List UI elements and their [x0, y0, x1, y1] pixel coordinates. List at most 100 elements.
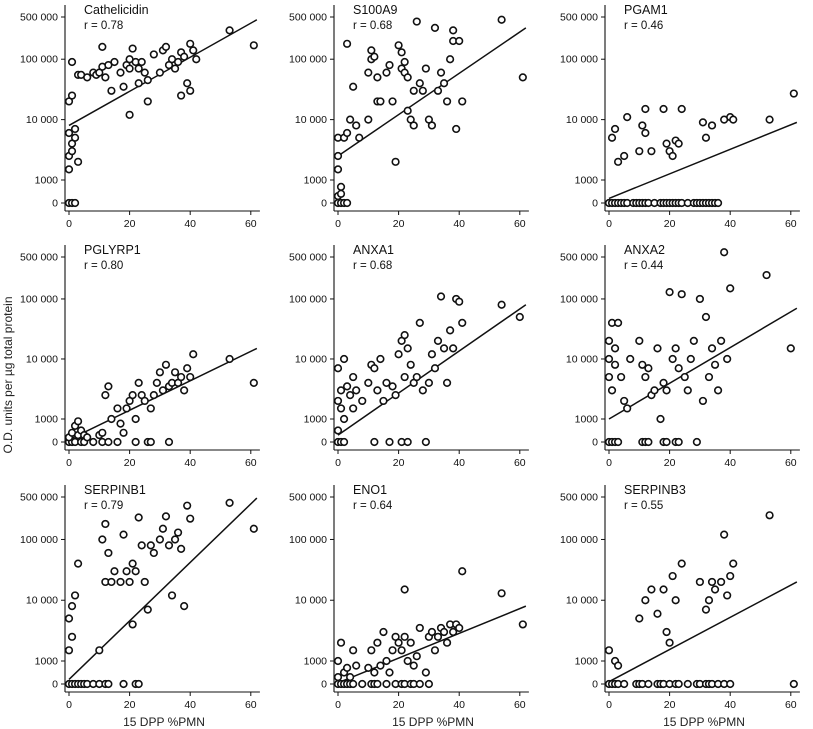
data-point: [364, 378, 373, 387]
data-point: [400, 57, 409, 67]
x-tick-label: 20: [393, 457, 405, 469]
data-point: [346, 115, 355, 124]
data-point: [765, 115, 774, 124]
data-point: [439, 344, 449, 353]
data-point: [455, 36, 464, 46]
data-point: [140, 396, 149, 406]
data-point: [726, 571, 735, 581]
y-tick-label: 1000: [575, 175, 599, 187]
data-point: [155, 535, 164, 544]
data-point: [173, 528, 183, 537]
data-point: [349, 404, 358, 413]
data-point: [442, 97, 452, 106]
data-point: [449, 26, 458, 35]
data-point: [723, 591, 732, 600]
y-tick-label: 500 000: [560, 492, 598, 504]
y-tick-label: 100 000: [560, 293, 598, 305]
data-point: [418, 86, 427, 95]
y-tick-label: 100 000: [20, 54, 58, 66]
y-tick-label: 0: [321, 679, 327, 691]
correlation-label: r = 0.44: [624, 260, 664, 272]
data-point: [412, 372, 421, 382]
data-point: [95, 646, 104, 655]
data-point: [659, 104, 668, 114]
data-point: [635, 147, 644, 156]
data-point: [604, 372, 614, 382]
data-point: [430, 646, 440, 655]
data-point: [146, 404, 155, 413]
data-point: [339, 437, 349, 447]
data-point: [668, 354, 677, 364]
data-point: [720, 248, 729, 257]
data-point: [397, 48, 406, 57]
data-point: [67, 632, 77, 641]
data-point: [421, 437, 430, 447]
data-point: [183, 79, 192, 88]
data-point: [418, 386, 427, 395]
y-tick-label: 100 000: [20, 534, 58, 546]
data-point: [397, 646, 406, 655]
data-point: [717, 336, 726, 346]
data-point: [662, 139, 671, 148]
x-tick-label: 0: [335, 218, 341, 230]
y-tick-label: 10 000: [26, 353, 58, 365]
data-point: [180, 52, 189, 61]
x-tick-label: 40: [184, 218, 196, 230]
data-point: [373, 386, 382, 395]
x-tick-label: 60: [785, 457, 797, 469]
data-point: [155, 368, 164, 377]
data-point: [349, 679, 358, 689]
data-point: [644, 364, 653, 373]
data-point: [170, 64, 180, 73]
data-point: [107, 577, 116, 587]
data-point: [455, 623, 464, 633]
data-point: [149, 391, 158, 400]
data-point: [134, 64, 143, 73]
data-point: [379, 396, 388, 406]
data-point: [458, 567, 467, 576]
data-point: [695, 577, 705, 587]
panel-title: SERPINB1: [84, 483, 146, 497]
data-point: [620, 679, 629, 689]
data-point: [604, 336, 614, 346]
data-point: [189, 350, 198, 359]
data-point: [635, 614, 644, 623]
data-point: [104, 437, 113, 447]
correlation-label: r = 0.78: [84, 20, 123, 32]
panel-cathelicidin: 0 1000 10 000 100 000 500 000 0 20 40 60 Cathelic…: [20, 3, 260, 230]
data-point: [339, 414, 349, 424]
data-point: [107, 414, 116, 424]
data-point: [89, 437, 98, 447]
data-point: [388, 97, 397, 106]
data-point: [415, 623, 424, 633]
data-point: [607, 133, 617, 142]
x-tick-label: 20: [393, 699, 405, 711]
data-point: [225, 498, 234, 507]
data-point: [119, 428, 128, 437]
data-point: [143, 76, 152, 85]
data-point: [225, 26, 234, 35]
data-point: [134, 378, 143, 387]
panel-title: ENO1: [353, 483, 387, 497]
x-tick-label: 40: [184, 699, 196, 711]
data-point: [173, 57, 183, 67]
data-point: [415, 318, 424, 327]
y-tick-label: 0: [321, 198, 327, 210]
data-point: [403, 437, 412, 447]
data-point: [641, 128, 650, 138]
data-point: [427, 350, 437, 359]
regression-line: [337, 27, 527, 157]
data-point: [336, 182, 346, 191]
data-point: [98, 428, 107, 437]
data-point: [104, 382, 113, 391]
data-point: [73, 559, 83, 568]
x-tick-label: 40: [453, 699, 465, 711]
x-tick-label: 0: [66, 699, 72, 711]
data-point: [623, 113, 632, 122]
panel-title: PGLYRP1: [84, 243, 141, 257]
data-point: [110, 57, 119, 67]
y-tick-label: 1000: [304, 414, 328, 426]
data-point: [373, 679, 382, 689]
data-point: [403, 656, 412, 666]
data-point: [789, 679, 798, 689]
